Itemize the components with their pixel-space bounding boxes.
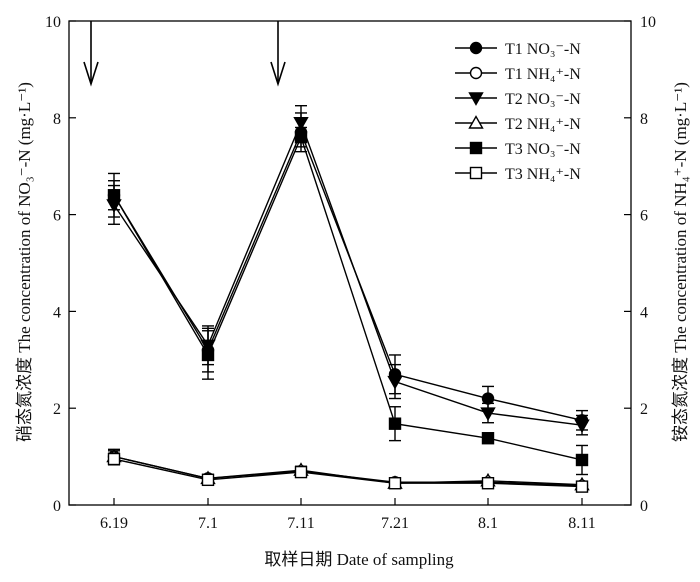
data-point: [575, 480, 589, 493]
x-axis-title: 取样日期 Date of sampling: [264, 550, 454, 569]
legend-entry: T2 NO₃⁻-N: [455, 91, 581, 108]
y-right-tick-label: 10: [640, 14, 656, 31]
y-axis-left-title: 硝态氮浓度 The concentration of NO₃⁻-N (mg·L⁻…: [15, 82, 34, 442]
legend-entry: T2 NH₄⁺-N: [455, 115, 581, 133]
y-right-tick-label: 2: [640, 401, 648, 418]
data-point: [481, 477, 495, 490]
y-right-tick-label: 0: [640, 498, 648, 515]
legend-label: T3 NH₄⁺-N: [505, 166, 581, 183]
y-right-tick-label: 4: [640, 304, 648, 321]
y-left-tick-label: 4: [53, 304, 61, 321]
series-5: [107, 452, 589, 493]
y-axis-right-title: 铵态氮浓度 The concentration of NH₄⁺-N (mg·L⁻…: [671, 82, 690, 442]
data-point: [574, 419, 590, 434]
x-tick-label: 7.21: [381, 515, 409, 532]
y-left-tick-label: 2: [53, 401, 61, 418]
data-point: [294, 130, 308, 144]
legend-marker: [468, 92, 484, 106]
data-point: [294, 465, 308, 479]
plot-frame: [68, 20, 632, 506]
data-point: [201, 473, 215, 487]
data-point: [575, 453, 589, 467]
data-point: [107, 189, 121, 202]
x-tick-label: 7.11: [287, 515, 314, 532]
legend-entry: T1 NH₄⁺-N: [455, 66, 581, 83]
x-tick-label: 8.11: [568, 515, 595, 532]
legend-marker: [469, 66, 483, 80]
series-line: [113, 120, 583, 426]
legend-entry: T1 NO₃⁻-N: [455, 41, 581, 58]
series-4: [107, 126, 589, 476]
legend-marker: [469, 166, 483, 180]
plot-frame-layer: [68, 20, 632, 506]
x-tick-label: 6.19: [100, 515, 128, 532]
series-line: [113, 135, 583, 461]
data-point: [388, 477, 402, 490]
y-left-tick-label: 10: [45, 14, 61, 31]
data-point: [107, 452, 121, 466]
series-0: [107, 112, 589, 431]
event-arrow-head: [83, 61, 99, 87]
y-right-tick-label: 6: [640, 208, 648, 225]
y-left-tick-label: 0: [53, 498, 61, 515]
legend-marker: [468, 115, 484, 129]
legend-label: T2 NO₃⁻-N: [505, 91, 581, 108]
x-tick-label: 8.1: [478, 515, 498, 532]
series-layer: [106, 104, 590, 493]
legend-entry: T3 NH₄⁺-N: [455, 166, 581, 183]
data-point: [481, 432, 495, 445]
data-point: [293, 116, 309, 131]
series-line: [113, 458, 583, 488]
legend-marker: [469, 41, 483, 55]
legend-marker: [469, 141, 483, 155]
axis-layer: 0 2 4 6 8 10 0 2 4 6 8 10 6.19 7.1 7.11 7.21 8.1 8.11: [45, 14, 656, 532]
legend: T1 NO₃⁻-N T1 NH₄⁺-N T2 NO₃⁻-N T2 NH₄⁺-N T3 N…: [455, 41, 581, 183]
legend-label: T3 NO₃⁻-N: [505, 141, 581, 158]
data-point: [388, 417, 402, 430]
data-point: [201, 348, 215, 362]
data-point: [387, 375, 403, 390]
data-point: [481, 392, 495, 405]
x-tick-label: 7.1: [198, 515, 218, 532]
y-left-tick-label: 6: [53, 208, 61, 225]
y-right-tick-label: 8: [640, 111, 648, 128]
legend-label: T1 NO₃⁻-N: [505, 41, 581, 58]
legend-label: T1 NH₄⁺-N: [505, 66, 581, 83]
y-left-tick-label: 8: [53, 111, 61, 128]
legend-entry: T3 NO₃⁻-N: [455, 141, 581, 158]
series-line: [113, 455, 583, 486]
event-arrow-head: [270, 61, 286, 87]
data-point: [480, 407, 496, 421]
legend-label: T2 NH₄⁺-N: [505, 116, 581, 133]
